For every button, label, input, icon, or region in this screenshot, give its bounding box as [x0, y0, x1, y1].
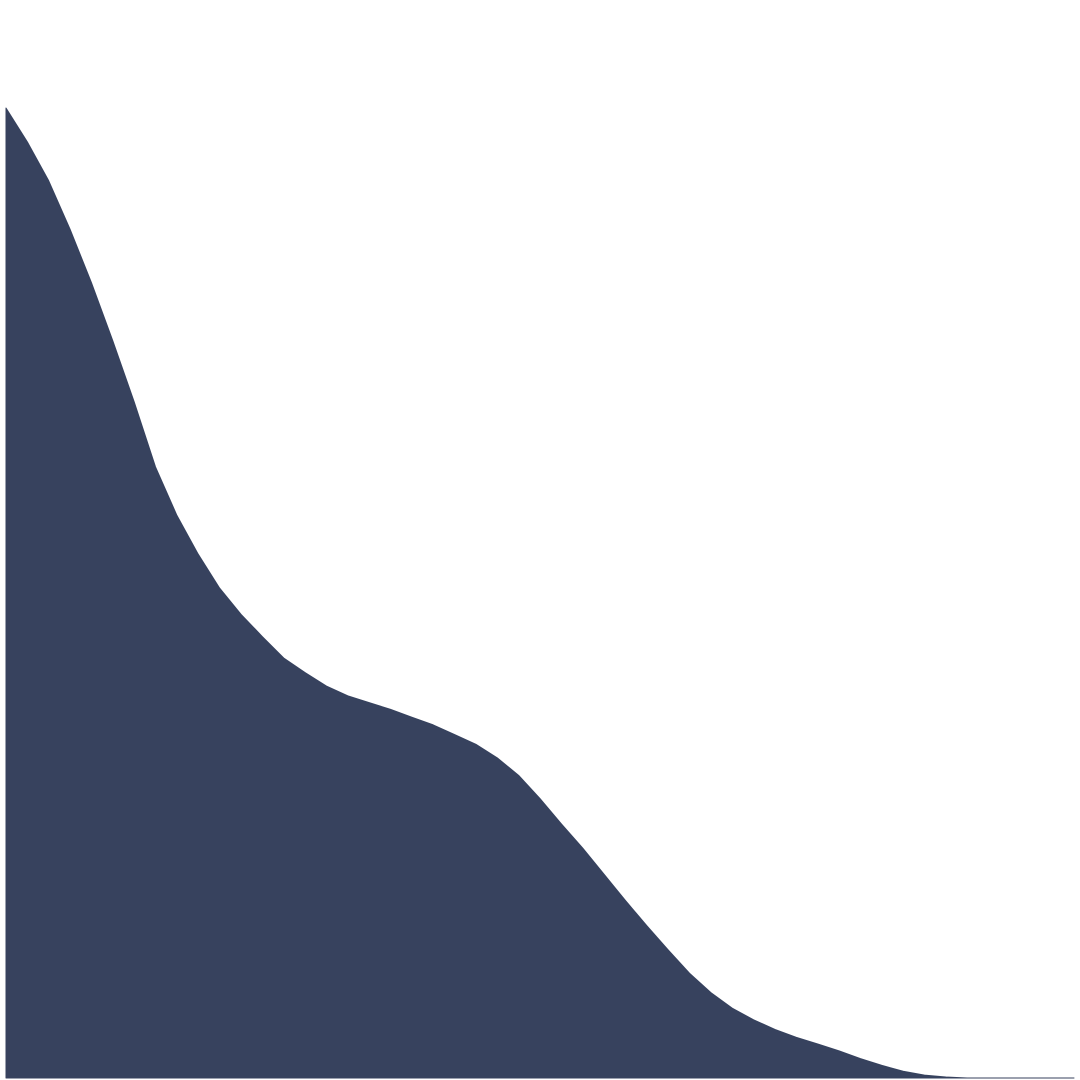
area-series — [5, 107, 1075, 1079]
plot-area — [5, 107, 1075, 1079]
